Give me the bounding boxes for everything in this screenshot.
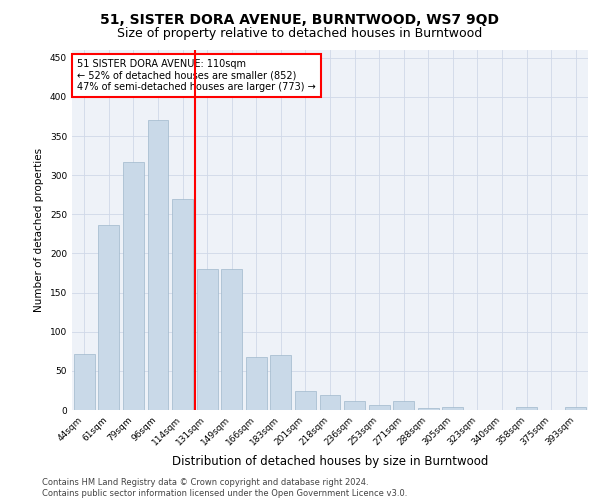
Bar [271, 355, 292, 410]
Bar [368, 406, 389, 410]
Bar [344, 402, 365, 410]
Bar [393, 402, 414, 410]
Text: Contains HM Land Registry data © Crown copyright and database right 2024.
Contai: Contains HM Land Registry data © Crown c… [42, 478, 407, 498]
Text: Size of property relative to detached houses in Burntwood: Size of property relative to detached ho… [118, 28, 482, 40]
Bar [123, 162, 144, 410]
Bar [74, 354, 95, 410]
Text: 51 SISTER DORA AVENUE: 110sqm
← 52% of detached houses are smaller (852)
47% of : 51 SISTER DORA AVENUE: 110sqm ← 52% of d… [77, 59, 316, 92]
Bar [98, 226, 119, 410]
Bar [172, 198, 193, 410]
Bar [565, 407, 586, 410]
Bar [197, 269, 218, 410]
Bar [442, 407, 463, 410]
Bar [246, 357, 267, 410]
Bar [148, 120, 169, 410]
Bar [418, 408, 439, 410]
Y-axis label: Number of detached properties: Number of detached properties [34, 148, 44, 312]
Bar [221, 269, 242, 410]
Bar [295, 391, 316, 410]
Bar [320, 395, 340, 410]
X-axis label: Distribution of detached houses by size in Burntwood: Distribution of detached houses by size … [172, 456, 488, 468]
Text: 51, SISTER DORA AVENUE, BURNTWOOD, WS7 9QD: 51, SISTER DORA AVENUE, BURNTWOOD, WS7 9… [101, 12, 499, 26]
Bar [516, 407, 537, 410]
